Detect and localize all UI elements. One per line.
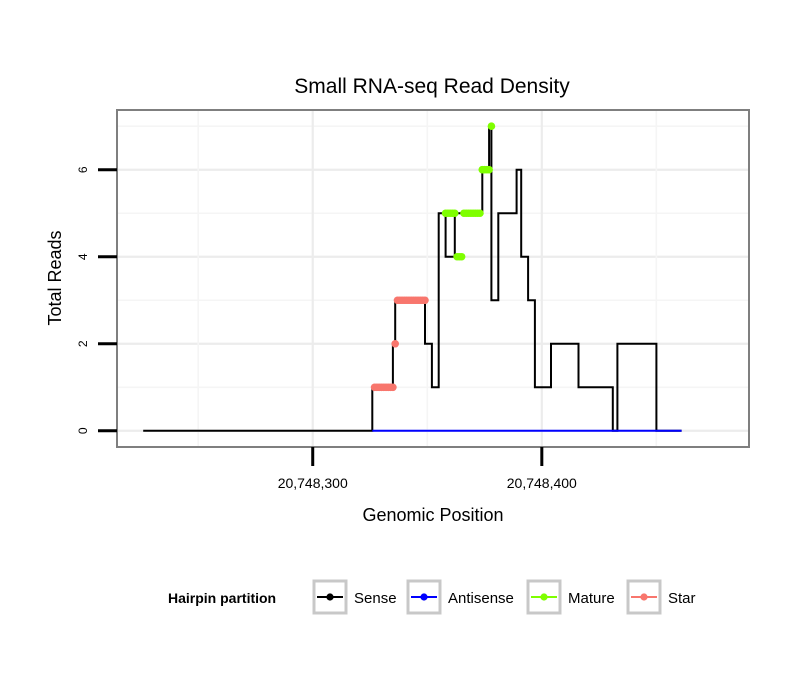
axes: 0 2 4 6 20,748,300 20,748,400 <box>76 166 577 491</box>
plot-border <box>116 109 750 448</box>
legend-title: Hairpin partition <box>168 590 276 606</box>
data-point <box>457 252 466 261</box>
legend-label: Mature <box>568 590 615 607</box>
legend-label: Sense <box>354 590 397 607</box>
legend-key-point <box>326 593 334 601</box>
legend-item-mature: Mature <box>526 579 615 615</box>
data-point <box>389 383 397 392</box>
x-tick-label: 20,748,300 <box>278 475 348 491</box>
chart-title: Small RNA-seq Read Density <box>294 75 570 98</box>
legend-label: Star <box>668 590 696 607</box>
data-point <box>487 122 496 131</box>
series-layer <box>143 122 682 432</box>
legend-item-star: Star <box>626 579 696 615</box>
y-tick-label: 2 <box>76 340 90 347</box>
data-point <box>476 209 484 218</box>
series-points-mature <box>441 122 496 261</box>
data-point <box>391 339 400 348</box>
legend-key-point <box>540 593 548 601</box>
legend-key-point <box>640 593 648 601</box>
series-line-sense <box>143 125 682 432</box>
legend-item-antisense: Antisense <box>406 579 514 615</box>
x-axis-label: Genomic Position <box>362 505 503 525</box>
legend: Hairpin partition Sense Antisense Mature St… <box>168 579 696 615</box>
x-tick-label: 20,748,400 <box>507 475 577 491</box>
y-tick-label: 4 <box>76 253 90 260</box>
y-tick-label: 0 <box>76 427 90 434</box>
series-points-star <box>370 296 429 392</box>
data-point <box>485 165 493 174</box>
data-point <box>450 209 459 218</box>
legend-key-point <box>420 593 428 601</box>
y-axis-label: Total Reads <box>45 230 65 325</box>
legend-item-sense: Sense <box>312 579 397 615</box>
data-point <box>421 296 429 305</box>
legend-label: Antisense <box>448 590 514 607</box>
y-tick-label: 6 <box>76 166 90 173</box>
plot-panel <box>118 111 748 446</box>
